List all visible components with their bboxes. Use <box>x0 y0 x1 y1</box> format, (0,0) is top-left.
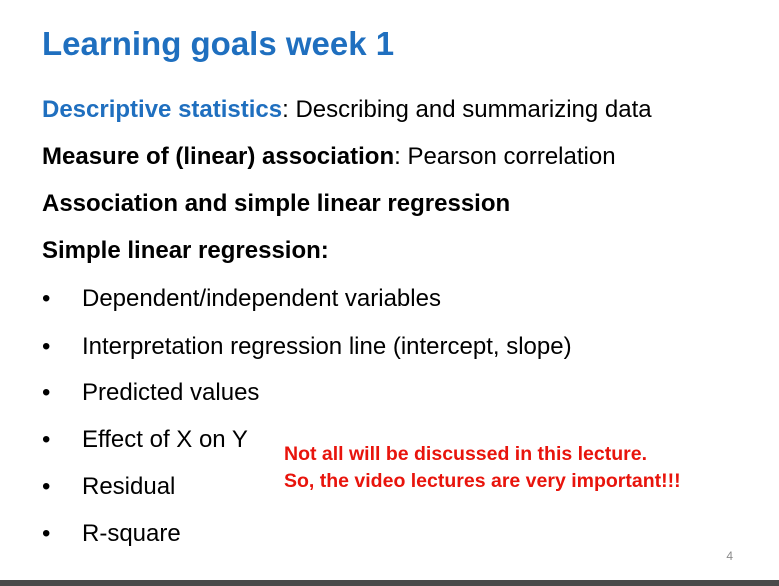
bullet-dot-icon: • <box>42 379 51 406</box>
bullet-text: Dependent/independent variables <box>82 285 441 312</box>
bullet-dot-icon: • <box>42 426 51 453</box>
line-association-regression: Association and simple linear regression <box>42 189 510 219</box>
measure-of-association-text: : Pearson correlation <box>394 143 616 170</box>
simple-linear-regression-heading: Simple linear regression: <box>42 237 329 264</box>
line-measure-of-association: Measure of (linear) association: Pearson… <box>42 142 616 172</box>
bullet-dot-icon: • <box>42 473 51 500</box>
measure-of-association-label: Measure of (linear) association <box>42 143 395 170</box>
descriptive-statistics-label: Descriptive statistics <box>42 96 283 123</box>
bullet-dot-icon: • <box>42 520 51 547</box>
slide-title: Learning goals week 1 <box>42 25 395 62</box>
bullet-text: Effect of X on Y <box>82 426 248 453</box>
lecture-note: Not all will be discussed in this lectur… <box>284 441 681 495</box>
association-regression-heading: Association and simple linear regression <box>42 190 511 217</box>
lecture-note-line: So, the video lectures are very importan… <box>284 470 681 492</box>
bullet-dot-icon: • <box>42 285 51 312</box>
lecture-note-line: Not all will be discussed in this lectur… <box>284 443 648 465</box>
bottom-border <box>0 580 779 586</box>
page-number: 4 <box>726 549 733 563</box>
bullet-text: Residual <box>82 473 176 500</box>
bullet-dot-icon: • <box>42 333 51 360</box>
descriptive-statistics-text: : Describing and summarizing data <box>282 96 652 123</box>
bullet-text: R-square <box>82 520 181 547</box>
bullet-text: Predicted values <box>82 379 260 406</box>
line-simple-linear-regression: Simple linear regression: <box>42 236 329 266</box>
line-descriptive-statistics: Descriptive statistics: Describing and s… <box>42 95 652 125</box>
bullet-text: Interpretation regression line (intercep… <box>82 333 572 360</box>
